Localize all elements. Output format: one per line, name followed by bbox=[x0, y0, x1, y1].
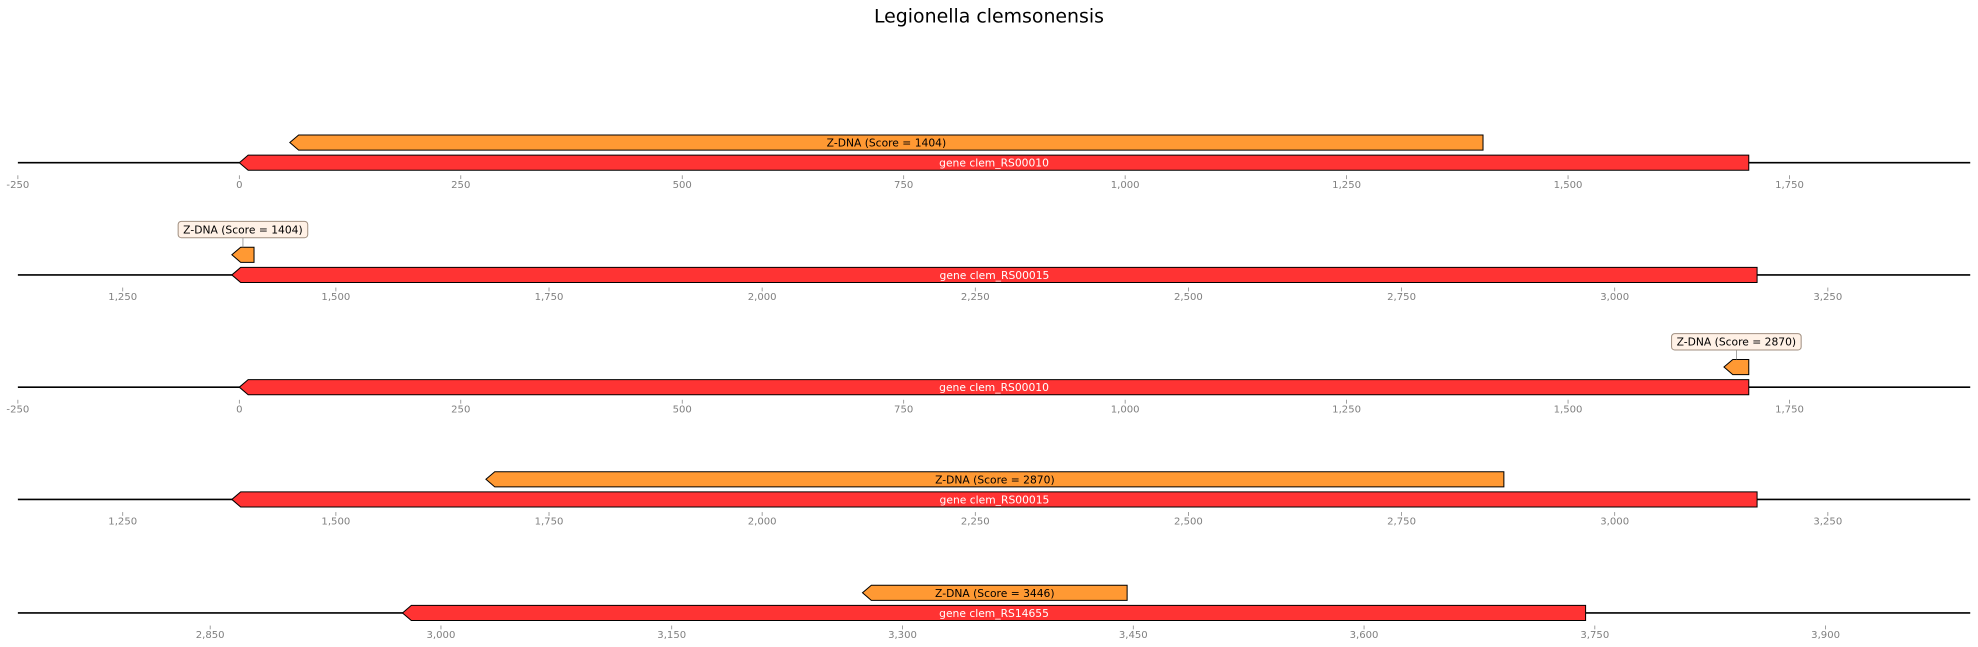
x-tick-label: 0 bbox=[236, 180, 242, 191]
x-tick-label: 750 bbox=[894, 180, 913, 191]
zdna-feature bbox=[289, 134, 1484, 151]
x-tick-label: 2,750 bbox=[1387, 517, 1416, 528]
track-panel-2: 1,250 1,500 1,750 2,000 2,250 2,500 2,750 3,000… bbox=[17, 220, 1971, 303]
x-tick-label: 1,750 bbox=[535, 517, 564, 528]
feature-label-box bbox=[1671, 333, 1802, 351]
x-tick-label: 250 bbox=[451, 180, 470, 191]
gene-feature bbox=[231, 491, 1758, 508]
x-tick-label: -250 bbox=[6, 180, 29, 191]
track-panel-5: 2,850 3,000 3,150 3,300 3,450 3,600 3,750 3,900… bbox=[17, 584, 1971, 641]
gene-feature bbox=[238, 154, 1750, 171]
x-tick-label: 1,750 bbox=[535, 292, 564, 303]
feature-label: Z-DNA (Score = 3446) bbox=[935, 587, 1055, 600]
x-tick-label: 1,500 bbox=[321, 517, 350, 528]
x-tick-label: 2,750 bbox=[1387, 292, 1416, 303]
x-tick-label: 2,850 bbox=[196, 630, 225, 641]
feature-label: gene clem_RS14655 bbox=[939, 607, 1049, 620]
x-tick-label: 1,500 bbox=[321, 292, 350, 303]
x-tick-label: 2,500 bbox=[1174, 517, 1203, 528]
feature-label: gene clem_RS00010 bbox=[939, 157, 1049, 170]
track-panel-3: -250 0 250 500 750 1,000 1,250 1,500 1,750 gene c… bbox=[6, 333, 1971, 415]
x-tick-label: 1,250 bbox=[108, 517, 137, 528]
track-panel-1: -250 0 250 500 750 1,000 1,250 1,500 1,750 gene c… bbox=[6, 134, 1971, 191]
feature-label: Z-DNA (Score = 2870) bbox=[1677, 336, 1796, 349]
x-tick-label: 750 bbox=[894, 404, 913, 415]
x-tick-label: 500 bbox=[673, 404, 692, 415]
x-tick-label: 2,500 bbox=[1174, 292, 1203, 303]
x-tick-label: 1,250 bbox=[108, 292, 137, 303]
x-tick-label: 1,000 bbox=[1111, 180, 1140, 191]
zdna-feature bbox=[485, 471, 1505, 488]
x-tick-label: 2,000 bbox=[748, 517, 777, 528]
x-tick-label: 2,250 bbox=[961, 517, 990, 528]
x-tick-label: 3,250 bbox=[1813, 517, 1842, 528]
gene-feature bbox=[401, 604, 1587, 622]
x-tick-label: -250 bbox=[6, 404, 29, 415]
x-tick-label: 3,000 bbox=[1600, 292, 1629, 303]
x-tick-label: 3,250 bbox=[1813, 292, 1842, 303]
x-tick-label: 3,900 bbox=[1811, 630, 1840, 641]
x-tick-label: 3,150 bbox=[657, 630, 686, 641]
x-tick-label: 500 bbox=[673, 180, 692, 191]
zdna-feature bbox=[861, 584, 1128, 601]
feature-label: Z-DNA (Score = 2870) bbox=[935, 473, 1055, 486]
x-tick-label: 3,300 bbox=[888, 630, 917, 641]
gene-feature bbox=[231, 266, 1758, 284]
feature-label: Z-DNA (Score = 1404) bbox=[183, 223, 303, 236]
feature-label: gene clem_RS00010 bbox=[939, 381, 1049, 394]
zdna-feature bbox=[231, 246, 255, 263]
x-tick-label: 2,250 bbox=[961, 292, 990, 303]
x-tick-label: 3,000 bbox=[1600, 517, 1629, 528]
gene-feature bbox=[238, 379, 1750, 396]
feature-label: gene clem_RS00015 bbox=[940, 493, 1050, 506]
x-tick-label: 2,000 bbox=[748, 292, 777, 303]
track-panel-4: 1,250 1,500 1,750 2,000 2,250 2,500 2,750 3,000… bbox=[17, 471, 1971, 528]
zdna-feature bbox=[1723, 358, 1750, 376]
x-tick-label: 0 bbox=[236, 404, 242, 415]
panels: -250 0 250 500 750 1,000 1,250 1,500 1,750 gene c… bbox=[6, 134, 1971, 641]
x-tick-label: 1,750 bbox=[1775, 180, 1804, 191]
x-tick-label: 3,000 bbox=[427, 630, 456, 641]
feature-label: Z-DNA (Score = 1404) bbox=[827, 137, 947, 150]
x-tick-label: 1,500 bbox=[1554, 404, 1583, 415]
x-tick-label: 1,250 bbox=[1332, 404, 1361, 415]
x-tick-label: 3,600 bbox=[1350, 630, 1379, 641]
x-tick-label: 250 bbox=[451, 404, 470, 415]
x-tick-label: 1,000 bbox=[1111, 404, 1140, 415]
feature-label: gene clem_RS00015 bbox=[940, 269, 1050, 282]
x-tick-label: 1,250 bbox=[1332, 180, 1361, 191]
feature-label-box bbox=[177, 220, 309, 239]
x-tick-label: 3,450 bbox=[1119, 630, 1148, 641]
x-tick-label: 3,750 bbox=[1580, 630, 1609, 641]
x-tick-label: 1,750 bbox=[1775, 404, 1804, 415]
chart-title: Legionella clemsonensis bbox=[874, 6, 1104, 28]
x-tick-label: 1,500 bbox=[1554, 180, 1583, 191]
